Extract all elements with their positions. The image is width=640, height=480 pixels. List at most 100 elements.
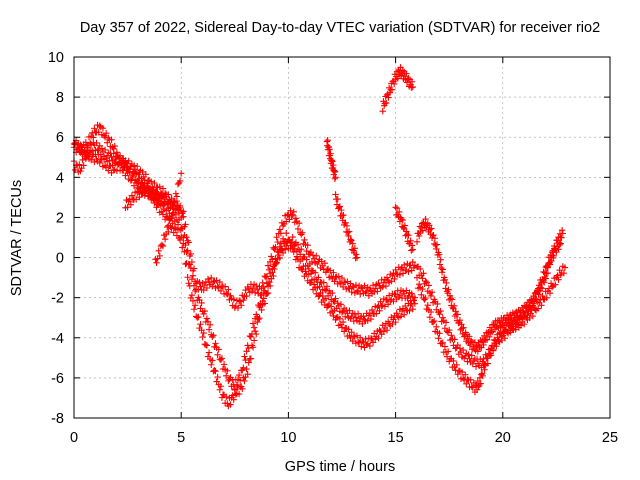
data-point xyxy=(236,377,244,384)
data-point xyxy=(229,392,236,399)
data-point xyxy=(357,290,364,298)
data-point xyxy=(349,283,356,290)
data-point xyxy=(101,134,109,141)
chart-title: Day 357 of 2022, Sidereal Day-to-day VTE… xyxy=(80,20,600,36)
data-point xyxy=(353,251,360,258)
y-tick-label: 4 xyxy=(56,170,64,186)
data-point xyxy=(161,189,169,197)
data-point xyxy=(502,326,510,333)
data-point xyxy=(236,298,244,305)
y-tick-label: -4 xyxy=(51,331,64,347)
data-point xyxy=(332,168,339,176)
data-point xyxy=(392,204,399,211)
data-point xyxy=(403,306,410,314)
data-point xyxy=(342,313,349,320)
data-point xyxy=(422,277,429,285)
data-point xyxy=(409,306,416,313)
data-point xyxy=(462,371,469,378)
data-point xyxy=(93,139,100,147)
data-point xyxy=(109,162,116,169)
data-point xyxy=(189,272,197,279)
data-point xyxy=(274,247,281,255)
data-point xyxy=(111,142,118,150)
data-point xyxy=(132,170,140,178)
data-point xyxy=(419,275,426,282)
data-point xyxy=(171,224,178,232)
data-point xyxy=(331,307,338,314)
data-point xyxy=(181,232,188,239)
data-point xyxy=(419,227,426,234)
data-point xyxy=(326,146,333,153)
data-point xyxy=(288,238,295,246)
data-point xyxy=(104,158,111,165)
data-point xyxy=(217,356,225,363)
data-point xyxy=(433,245,440,253)
data-point xyxy=(330,161,337,169)
data-point xyxy=(78,142,85,150)
data-point xyxy=(164,223,171,231)
data-point xyxy=(290,208,297,216)
grid xyxy=(74,57,610,418)
data-point xyxy=(557,240,564,247)
data-point xyxy=(223,290,230,297)
data-point xyxy=(229,376,236,384)
data-point xyxy=(529,312,537,320)
data-point xyxy=(383,274,391,281)
x-tick-label: 15 xyxy=(388,430,404,446)
data-point xyxy=(367,315,375,323)
data-point xyxy=(231,386,238,394)
data-point xyxy=(245,359,252,366)
data-point xyxy=(245,285,252,293)
data-point xyxy=(476,381,483,389)
data-point xyxy=(546,259,554,266)
data-point xyxy=(313,252,320,260)
data-point xyxy=(458,325,466,332)
data-point xyxy=(332,174,339,181)
data-point xyxy=(292,215,300,222)
data-point xyxy=(411,300,419,307)
data-point xyxy=(390,80,398,88)
data-point xyxy=(518,318,526,326)
data-point xyxy=(361,316,368,323)
data-point xyxy=(365,292,372,299)
data-point xyxy=(142,186,150,193)
data-point xyxy=(430,231,437,239)
data-point xyxy=(526,302,533,310)
data-point xyxy=(128,192,136,199)
y-tick-label: 6 xyxy=(56,130,64,146)
data-point xyxy=(427,308,435,316)
data-point xyxy=(165,228,172,236)
data-point xyxy=(289,233,296,241)
data-point xyxy=(353,332,361,339)
data-point xyxy=(171,198,178,205)
data-point xyxy=(95,145,102,153)
data-point xyxy=(82,139,89,146)
data-point xyxy=(212,367,219,375)
data-point xyxy=(515,321,523,328)
data-point xyxy=(456,345,464,352)
data-point xyxy=(136,175,143,182)
data-point xyxy=(215,346,222,353)
data-point xyxy=(353,254,361,261)
data-point xyxy=(276,254,284,262)
data-point xyxy=(101,146,109,154)
data-point xyxy=(182,260,189,268)
data-point xyxy=(480,341,487,349)
data-series xyxy=(70,139,419,393)
data-point xyxy=(253,330,260,338)
data-point xyxy=(296,257,304,265)
data-point xyxy=(190,306,198,313)
data-series xyxy=(122,184,187,217)
data-point xyxy=(332,295,339,302)
data-point xyxy=(332,191,339,198)
data-point xyxy=(487,351,495,359)
data-point xyxy=(360,339,367,346)
data-point xyxy=(376,326,383,334)
data-point xyxy=(243,292,250,300)
data-point xyxy=(304,241,311,249)
data-point xyxy=(156,183,163,190)
data-point xyxy=(203,284,211,292)
data-point xyxy=(486,333,493,340)
data-point xyxy=(260,295,267,302)
